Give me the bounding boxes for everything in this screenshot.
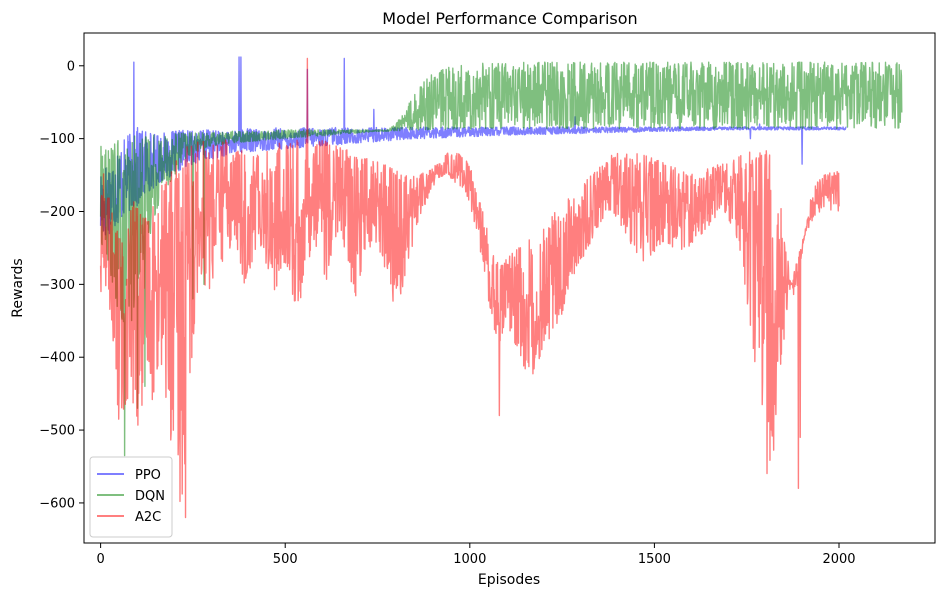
x-tick-label: 1500 — [638, 552, 671, 567]
x-tick-label: 0 — [96, 552, 104, 567]
series-line-dqn — [99, 61, 903, 457]
y-tick-label: −400 — [39, 351, 75, 366]
y-tick-label: 0 — [67, 59, 75, 74]
legend-label-a2c: A2C — [135, 510, 161, 525]
x-axis-label: Episodes — [478, 572, 540, 588]
chart-title: Model Performance Comparison — [382, 9, 637, 28]
x-tick-label: 2000 — [822, 552, 855, 567]
x-axis-ticks: 0 500 1000 1500 2000 — [96, 543, 856, 567]
legend-label-dqn: DQN — [135, 489, 165, 504]
series-layer — [99, 56, 903, 519]
series-line-a2c — [99, 57, 840, 519]
legend: PPO DQN A2C — [89, 456, 173, 538]
x-tick-label: 500 — [273, 552, 298, 567]
legend-label-ppo: PPO — [135, 468, 161, 483]
y-tick-label: −300 — [39, 278, 75, 293]
y-tick-label: −600 — [39, 496, 75, 511]
plot-area-frame — [83, 32, 936, 544]
y-tick-label: −500 — [39, 424, 75, 439]
y-tick-label: −200 — [39, 205, 75, 220]
y-axis-label: Rewards — [10, 258, 26, 317]
legend-items: PPO DQN A2C — [97, 468, 165, 525]
y-axis-ticks: 0 −100 −200 −300 −400 −500 −600 — [39, 59, 84, 511]
x-tick-label: 1000 — [453, 552, 486, 567]
y-tick-label: −100 — [39, 132, 75, 147]
